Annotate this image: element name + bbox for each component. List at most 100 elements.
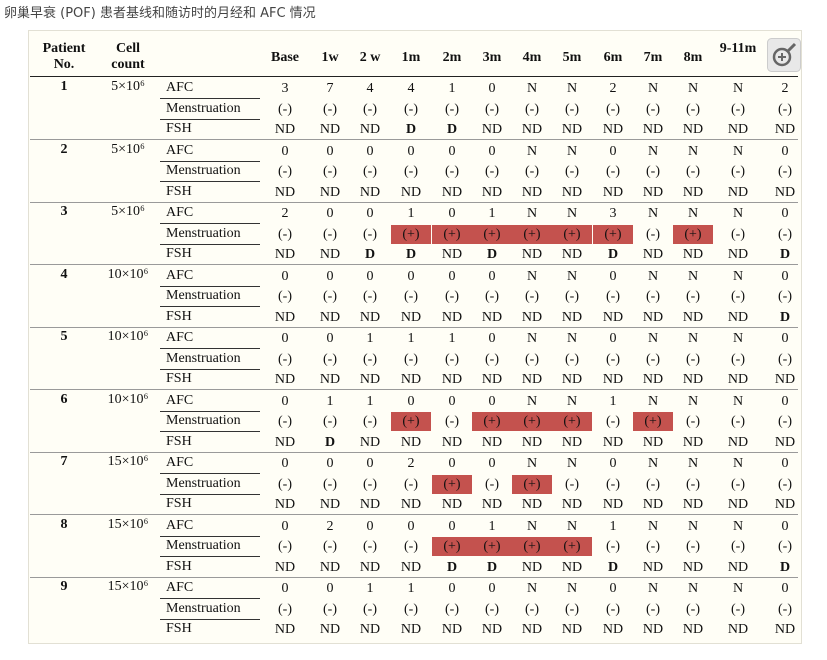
label-rule xyxy=(160,431,260,432)
table-cell: ND xyxy=(319,497,341,512)
table-cell: (-) xyxy=(363,476,377,492)
table-cell: 1 xyxy=(448,81,456,96)
row-label: Menstruation xyxy=(166,163,241,178)
table-cell: (-) xyxy=(278,414,292,429)
table-cell: N xyxy=(526,81,538,96)
table-cell: ND xyxy=(400,497,422,512)
table-cell: D xyxy=(607,559,619,575)
table-cell: (-) xyxy=(485,164,499,179)
table-cell: ND xyxy=(274,622,296,637)
table-cell: ND xyxy=(774,122,796,137)
table-cell: (-) xyxy=(445,601,459,617)
header-column: 9-11m xyxy=(719,41,757,56)
table-cell: N xyxy=(566,581,578,596)
table-cell: N xyxy=(526,581,538,596)
table-cell: (-) xyxy=(606,351,620,367)
row-label: Menstruation xyxy=(166,350,241,366)
row-label: AFC xyxy=(166,392,194,408)
table-cell: N xyxy=(647,393,659,409)
table-cell: N xyxy=(687,393,699,409)
table-cell: ND xyxy=(441,622,463,637)
table-cell: (-) xyxy=(363,539,377,554)
table-cell: ND xyxy=(274,434,296,450)
table-cell: (-) xyxy=(565,601,579,617)
patient-number: 6 xyxy=(60,391,68,407)
table-cell: 0 xyxy=(448,143,456,159)
table-cell: (-) xyxy=(278,164,292,179)
patient-number: 9 xyxy=(60,579,68,594)
table-cell: (-) xyxy=(445,101,459,117)
table-cell: ND xyxy=(359,122,381,137)
table-cell: 0 xyxy=(448,393,456,409)
table-cell: 0 xyxy=(448,206,456,221)
table-cell: 2 xyxy=(407,456,415,471)
table-cell: ND xyxy=(441,434,463,450)
label-rule xyxy=(160,118,260,120)
table-cell: N xyxy=(647,581,659,596)
row-label: Menstruation xyxy=(166,225,241,241)
table-cell: (-) xyxy=(606,539,620,554)
table-cell: 2 xyxy=(326,518,334,534)
header-column: Base xyxy=(271,50,299,65)
table-cell: (+) xyxy=(552,537,592,556)
table-cell: 0 xyxy=(407,143,415,159)
table-cell: D xyxy=(364,247,376,262)
patient-number: 5 xyxy=(60,329,68,344)
table-cell: ND xyxy=(642,184,664,200)
table-cell: N xyxy=(647,518,659,534)
table-cell: ND xyxy=(602,122,624,137)
table-cell: ND xyxy=(359,497,381,512)
patient-rule xyxy=(30,326,798,328)
table-cell: (+) xyxy=(391,224,431,244)
table-cell: N xyxy=(647,268,659,284)
table-cell: ND xyxy=(682,622,704,637)
table-cell: N xyxy=(687,206,699,221)
table-cell: 0 xyxy=(609,456,617,471)
table-cell: ND xyxy=(774,372,796,387)
table-cell: ND xyxy=(400,309,422,325)
table-cell: (+) xyxy=(432,224,472,244)
patient-number: 4 xyxy=(60,266,68,282)
cell-count: 5×10⁶ xyxy=(111,204,145,219)
patient-rule xyxy=(30,451,798,453)
label-rule xyxy=(160,348,260,349)
table-cell: (-) xyxy=(565,289,579,304)
table-cell: ND xyxy=(727,247,749,262)
table-cell: (-) xyxy=(445,164,459,179)
table-cell: (-) xyxy=(278,226,292,242)
table-cell: 0 xyxy=(366,143,374,159)
table-cell: ND xyxy=(642,497,664,512)
table-cell: N xyxy=(687,331,699,346)
cell-count: 5×10⁶ xyxy=(111,141,145,157)
row-label: AFC xyxy=(166,517,194,533)
patient-rule xyxy=(30,576,798,578)
table-cell: (-) xyxy=(278,289,292,304)
row-label: Menstruation xyxy=(166,288,241,303)
table-cell: ND xyxy=(682,309,704,325)
table-cell: 0 xyxy=(281,581,289,596)
row-label: FSH xyxy=(166,121,192,136)
table-cell: ND xyxy=(682,247,704,262)
table-cell: 7 xyxy=(326,81,334,96)
table-cell: ND xyxy=(319,372,341,387)
table-cell: (-) xyxy=(731,351,745,367)
table-cell: (-) xyxy=(731,414,745,429)
table-cell: 0 xyxy=(781,393,789,409)
table-cell: 1 xyxy=(366,393,374,409)
table-cell: 0 xyxy=(281,268,289,284)
patient-number: 7 xyxy=(60,454,68,469)
table-cell: (-) xyxy=(278,476,292,492)
table-cell: 4 xyxy=(366,81,374,96)
table-cell: (-) xyxy=(445,351,459,367)
table-cell: 0 xyxy=(488,331,496,346)
table-cell: ND xyxy=(441,497,463,512)
zoom-icon[interactable] xyxy=(767,38,801,72)
header-column: 1m xyxy=(401,50,421,65)
cell-count: 10×10⁶ xyxy=(107,329,149,344)
table-cell: (-) xyxy=(606,164,620,179)
table-cell: N xyxy=(526,143,538,159)
table-cell: (-) xyxy=(485,476,499,492)
table-cell: (-) xyxy=(686,101,700,117)
table-cell: D xyxy=(486,559,498,575)
table-cell: 0 xyxy=(326,268,334,284)
